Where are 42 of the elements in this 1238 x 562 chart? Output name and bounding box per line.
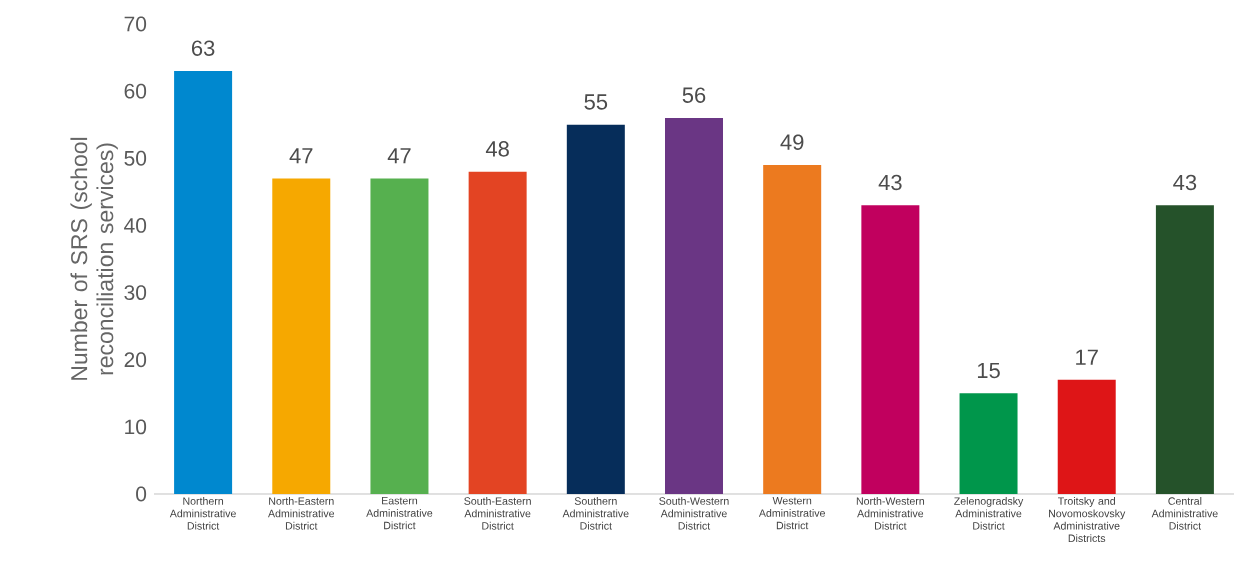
data-label: 15 — [977, 362, 1000, 379]
x-tick-label: Western Administrative District — [758, 497, 825, 530]
y-tick-label: 20 — [124, 352, 147, 368]
y-tick-label: 30 — [124, 285, 147, 301]
bar — [1057, 379, 1116, 494]
y-tick-label: 40 — [124, 218, 147, 233]
x-tick-label: Eastern Administrative District — [366, 497, 433, 530]
bar — [566, 124, 625, 494]
x-tick-label: Troitsky and Novomoskovsky Administrative Districts — [1049, 497, 1126, 543]
data-label: 49 — [780, 134, 804, 150]
data-label: 43 — [1173, 174, 1197, 191]
x-tick-label: North-Eastern Administrative District — [268, 497, 335, 530]
data-label: 43 — [878, 174, 902, 191]
y-tick-label: 10 — [125, 419, 147, 435]
y-tick-label: 60 — [124, 83, 147, 99]
x-tick-label: Central Administrative District — [1151, 497, 1218, 530]
bar — [861, 205, 920, 494]
data-label: 47 — [289, 148, 313, 164]
data-label: 47 — [387, 148, 411, 164]
x-tick-label: Zelenogradsky Administrative District — [954, 497, 1024, 530]
bar — [763, 164, 822, 494]
x-tick-label: North-Western Administrative District — [856, 497, 925, 530]
y-tick-label: 0 — [136, 486, 147, 502]
y-axis-title: Number of SRS (school reconciliation services) — [70, 137, 118, 380]
data-label: 55 — [584, 94, 608, 110]
bar — [174, 71, 233, 494]
x-tick-label: Northern Administrative District — [169, 497, 236, 530]
bar — [665, 118, 723, 494]
x-tick-label: South-Eastern Administrative District — [464, 497, 531, 530]
data-label: 48 — [485, 141, 509, 157]
bar — [959, 393, 1018, 494]
data-label: 17 — [1076, 349, 1098, 365]
bar — [468, 171, 527, 494]
y-tick-label: 70 — [124, 16, 147, 32]
data-label: 63 — [191, 40, 215, 56]
data-label: 56 — [682, 87, 706, 103]
bar — [370, 178, 429, 494]
x-tick-label: South-Western Administrative District — [659, 497, 729, 530]
y-tick-label: 50 — [124, 150, 147, 166]
bar — [272, 178, 331, 494]
x-tick-label: Southern Administrative District — [562, 497, 629, 530]
bar — [1155, 205, 1214, 494]
